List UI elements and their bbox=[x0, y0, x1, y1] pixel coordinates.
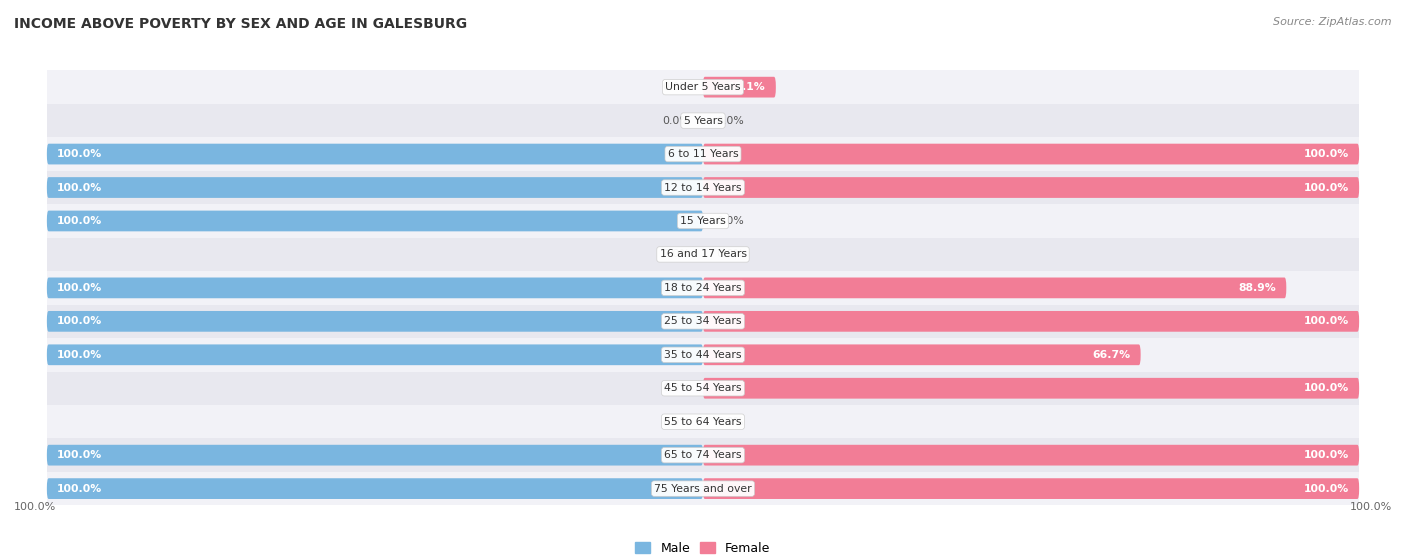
Text: 18 to 24 Years: 18 to 24 Years bbox=[664, 283, 742, 293]
Text: 35 to 44 Years: 35 to 44 Years bbox=[664, 350, 742, 360]
Text: 100.0%: 100.0% bbox=[56, 216, 103, 226]
Text: 100.0%: 100.0% bbox=[14, 502, 56, 512]
Bar bbox=[46, 238, 1360, 271]
Text: 12 to 14 Years: 12 to 14 Years bbox=[664, 183, 742, 192]
Text: Source: ZipAtlas.com: Source: ZipAtlas.com bbox=[1274, 17, 1392, 27]
Text: 100.0%: 100.0% bbox=[56, 350, 103, 360]
Bar bbox=[46, 438, 1360, 472]
Text: 100.0%: 100.0% bbox=[56, 450, 103, 460]
Text: 100.0%: 100.0% bbox=[56, 183, 103, 192]
Text: INCOME ABOVE POVERTY BY SEX AND AGE IN GALESBURG: INCOME ABOVE POVERTY BY SEX AND AGE IN G… bbox=[14, 17, 467, 31]
Text: 5 Years: 5 Years bbox=[683, 116, 723, 126]
Text: 100.0%: 100.0% bbox=[1303, 316, 1350, 326]
Text: Under 5 Years: Under 5 Years bbox=[665, 82, 741, 92]
Text: 0.0%: 0.0% bbox=[662, 383, 690, 393]
Text: 100.0%: 100.0% bbox=[56, 149, 103, 159]
Text: 100.0%: 100.0% bbox=[1303, 450, 1350, 460]
FancyBboxPatch shape bbox=[703, 311, 1360, 331]
Text: 66.7%: 66.7% bbox=[1092, 350, 1130, 360]
FancyBboxPatch shape bbox=[703, 177, 1360, 198]
FancyBboxPatch shape bbox=[46, 445, 703, 466]
FancyBboxPatch shape bbox=[46, 144, 703, 164]
FancyBboxPatch shape bbox=[703, 144, 1360, 164]
Bar bbox=[46, 271, 1360, 305]
FancyBboxPatch shape bbox=[703, 445, 1360, 466]
Text: 100.0%: 100.0% bbox=[1303, 183, 1350, 192]
Legend: Male, Female: Male, Female bbox=[630, 537, 776, 559]
Text: 0.0%: 0.0% bbox=[662, 116, 690, 126]
Text: 0.0%: 0.0% bbox=[662, 249, 690, 259]
FancyBboxPatch shape bbox=[703, 77, 776, 97]
Bar bbox=[46, 204, 1360, 238]
Text: 75 Years and over: 75 Years and over bbox=[654, 484, 752, 494]
Text: 88.9%: 88.9% bbox=[1239, 283, 1277, 293]
Text: 16 and 17 Years: 16 and 17 Years bbox=[659, 249, 747, 259]
Bar bbox=[46, 104, 1360, 138]
FancyBboxPatch shape bbox=[46, 211, 703, 231]
Bar bbox=[46, 338, 1360, 372]
Bar bbox=[46, 405, 1360, 438]
FancyBboxPatch shape bbox=[46, 344, 703, 365]
Text: 6 to 11 Years: 6 to 11 Years bbox=[668, 149, 738, 159]
Text: 55 to 64 Years: 55 to 64 Years bbox=[664, 416, 742, 427]
Text: 0.0%: 0.0% bbox=[716, 416, 744, 427]
Bar bbox=[46, 305, 1360, 338]
Text: 0.0%: 0.0% bbox=[716, 116, 744, 126]
Bar bbox=[46, 472, 1360, 505]
Text: 0.0%: 0.0% bbox=[662, 416, 690, 427]
Bar bbox=[46, 171, 1360, 204]
Text: 11.1%: 11.1% bbox=[728, 82, 766, 92]
Text: 100.0%: 100.0% bbox=[56, 484, 103, 494]
Text: 0.0%: 0.0% bbox=[716, 216, 744, 226]
Text: 100.0%: 100.0% bbox=[1303, 149, 1350, 159]
FancyBboxPatch shape bbox=[46, 277, 703, 299]
FancyBboxPatch shape bbox=[46, 177, 703, 198]
FancyBboxPatch shape bbox=[46, 479, 703, 499]
Bar bbox=[46, 138, 1360, 171]
Text: 100.0%: 100.0% bbox=[56, 283, 103, 293]
FancyBboxPatch shape bbox=[703, 277, 1286, 299]
Text: 100.0%: 100.0% bbox=[1303, 383, 1350, 393]
Text: 100.0%: 100.0% bbox=[1303, 484, 1350, 494]
Text: 45 to 54 Years: 45 to 54 Years bbox=[664, 383, 742, 393]
Text: 65 to 74 Years: 65 to 74 Years bbox=[664, 450, 742, 460]
FancyBboxPatch shape bbox=[46, 311, 703, 331]
Bar bbox=[46, 372, 1360, 405]
Text: 0.0%: 0.0% bbox=[662, 82, 690, 92]
Text: 100.0%: 100.0% bbox=[1350, 502, 1392, 512]
Text: 15 Years: 15 Years bbox=[681, 216, 725, 226]
Text: 0.0%: 0.0% bbox=[716, 249, 744, 259]
FancyBboxPatch shape bbox=[703, 479, 1360, 499]
FancyBboxPatch shape bbox=[703, 378, 1360, 399]
Text: 25 to 34 Years: 25 to 34 Years bbox=[664, 316, 742, 326]
Bar bbox=[46, 70, 1360, 104]
FancyBboxPatch shape bbox=[703, 344, 1140, 365]
Text: 100.0%: 100.0% bbox=[56, 316, 103, 326]
